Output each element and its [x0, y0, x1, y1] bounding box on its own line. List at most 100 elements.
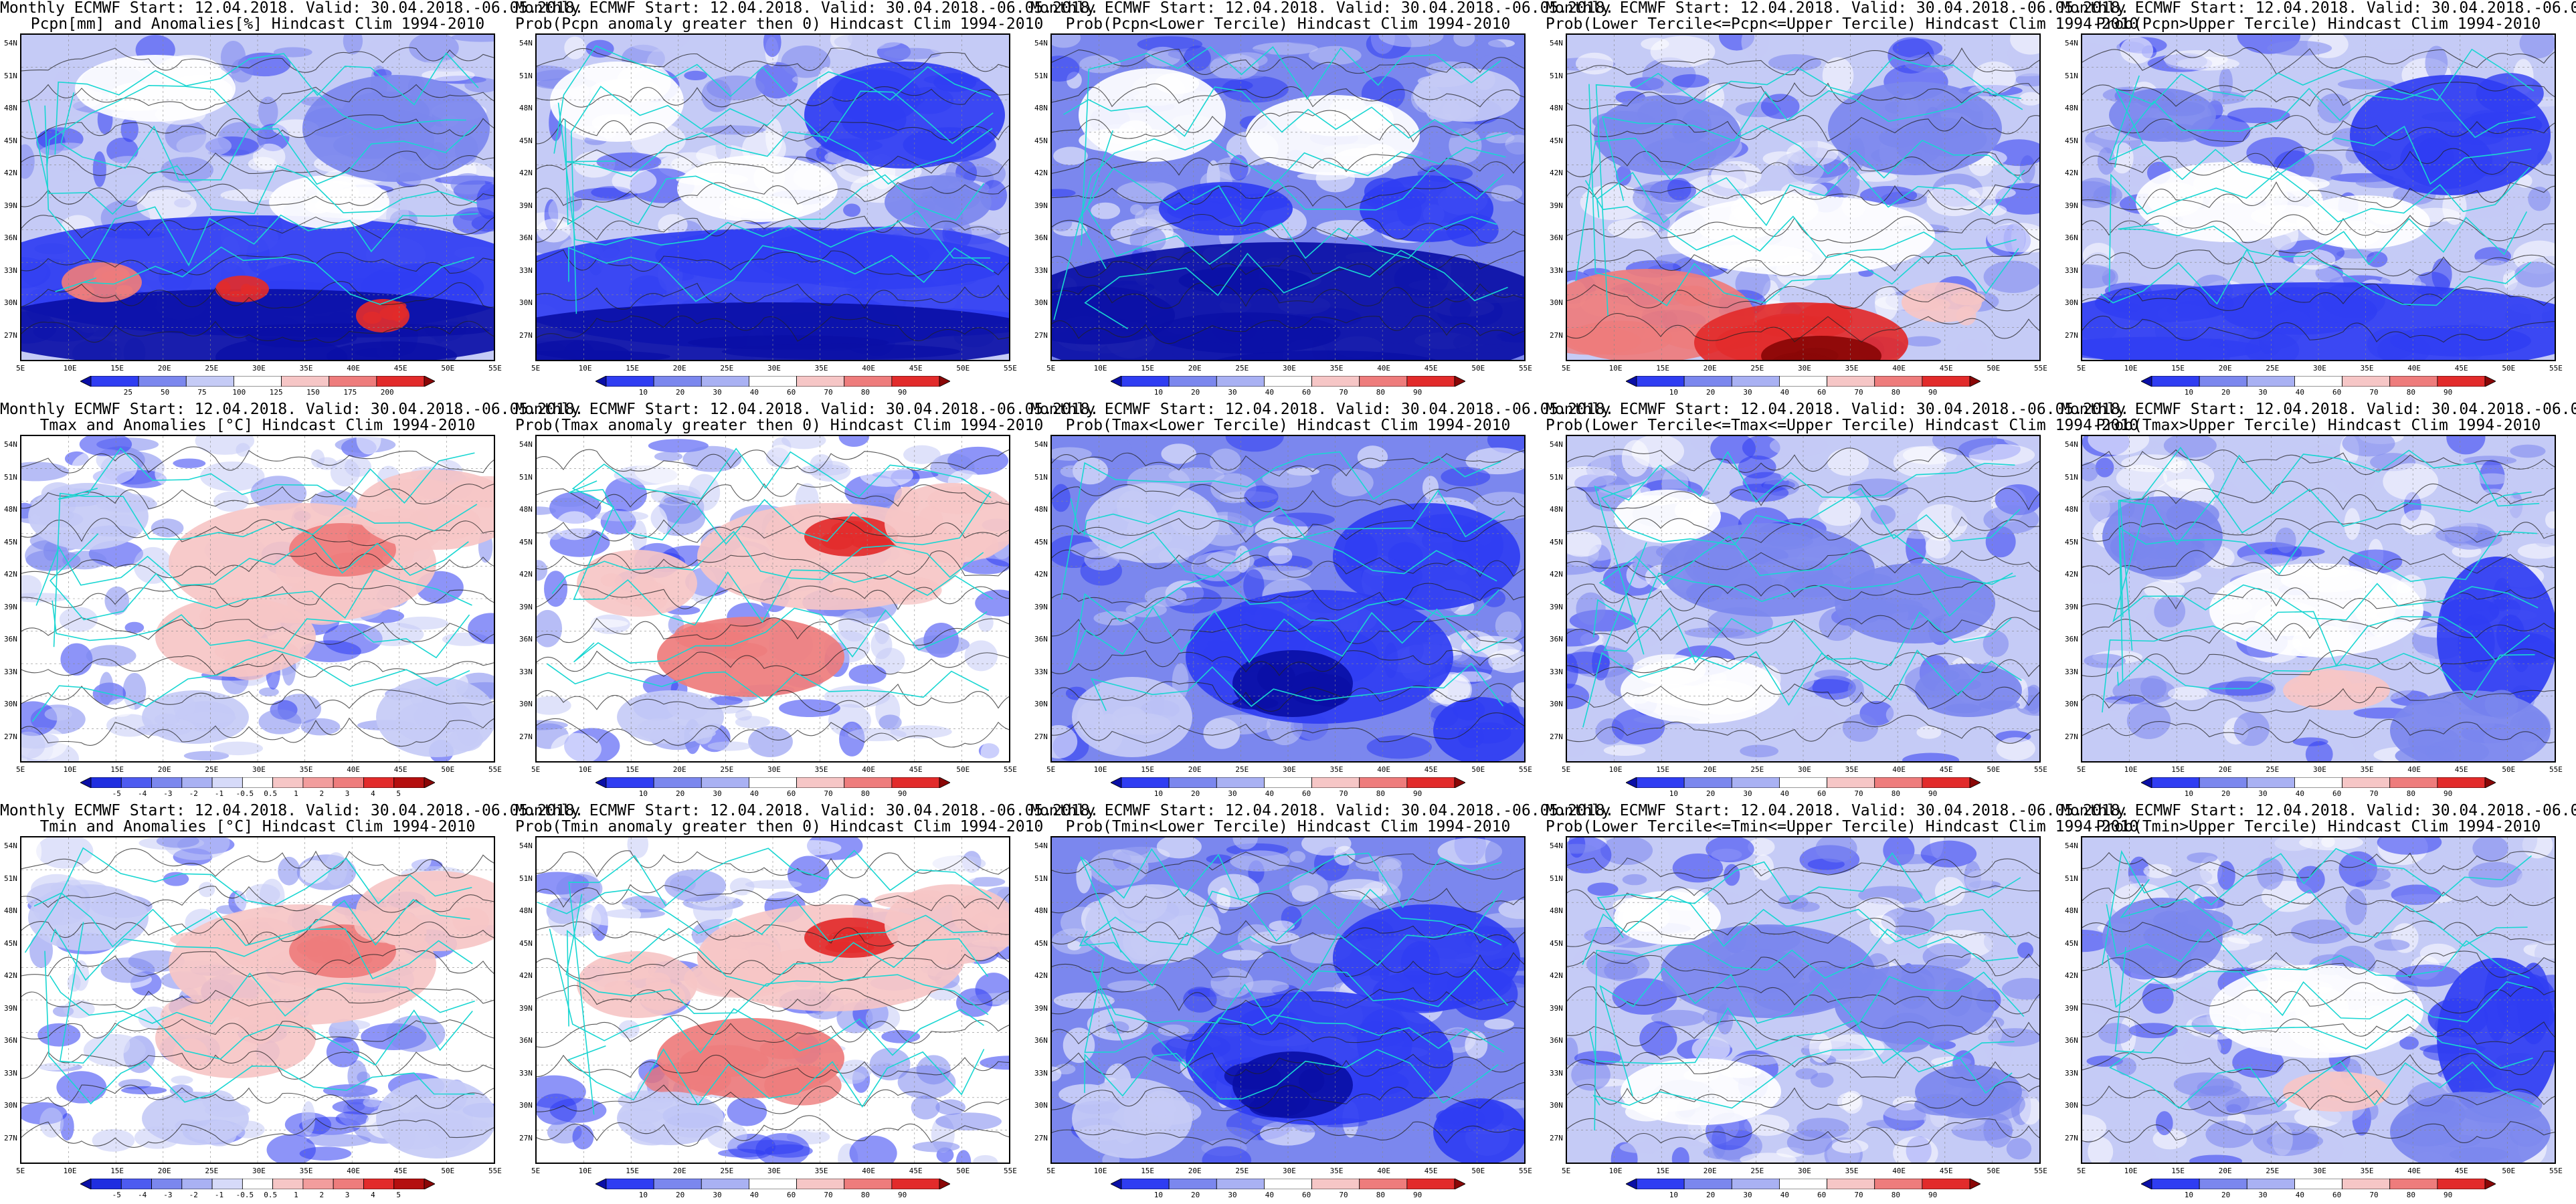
- lon-tick-label: 55E: [488, 765, 502, 774]
- map-plot: [1050, 435, 1526, 763]
- lat-tick-label: 42N: [2065, 971, 2078, 980]
- lat-tick-label: 39N: [4, 602, 17, 611]
- forecast-panel: Monthly ECMWF Start: 12.04.2018. Valid: …: [1546, 803, 2139, 1204]
- lat-tick-label: 33N: [4, 266, 17, 275]
- lat-tick-label: 39N: [2065, 602, 2078, 611]
- map-field: [537, 35, 1009, 360]
- lat-tick-label: 27N: [1550, 330, 1563, 340]
- lon-tick-label: 55E: [2549, 765, 2563, 774]
- panel-title-line2: Tmax and Anomalies [°C] Hindcast Clim 19…: [39, 417, 476, 434]
- lon-tick-label: 30E: [2313, 1167, 2326, 1175]
- colorbar-tick-label: -4: [137, 789, 147, 798]
- lat-tick-label: 42N: [4, 570, 17, 579]
- lon-tick-label: 35E: [299, 1167, 313, 1175]
- colorbar: [1626, 1179, 1981, 1189]
- panel-title-line1: Monthly ECMWF Start: 12.04.2018. Valid: …: [1030, 802, 1615, 819]
- lon-tick-label: 50E: [1987, 364, 2001, 373]
- lon-tick-label: 15E: [1141, 364, 1155, 373]
- colorbar-tick-label: 90: [2444, 789, 2453, 798]
- lat-tick-label: 39N: [2065, 1003, 2078, 1013]
- lat-tick-label: 51N: [1034, 472, 1048, 482]
- lon-tick-label: 50E: [2502, 1167, 2516, 1175]
- lon-tick-label: 5E: [1562, 1167, 1571, 1175]
- colorbar-tick-label: 60: [787, 1191, 796, 1199]
- colorbar-tick-label: 80: [2406, 789, 2415, 798]
- map-plot: [2081, 435, 2556, 763]
- lat-tick-label: 30N: [519, 700, 533, 708]
- lon-tick-label: 45E: [909, 364, 923, 373]
- lon-tick-label: 40E: [862, 1167, 876, 1175]
- lat-tick-label: 48N: [1550, 104, 1563, 112]
- lat-tick-label: 51N: [519, 71, 533, 80]
- colorbar-tick-label: 30: [713, 388, 722, 397]
- lon-tick-label: 20E: [1703, 765, 1717, 774]
- colorbar-tick-label: 60: [1302, 789, 1311, 798]
- lon-tick-label: 35E: [1845, 765, 1859, 774]
- colorbar-tick-label: 1: [294, 789, 298, 798]
- lon-tick-label: 35E: [814, 364, 828, 373]
- lon-tick-label: 50E: [1987, 765, 2001, 774]
- panel-title-line1: Monthly ECMWF Start: 12.04.2018. Valid: …: [515, 401, 1099, 418]
- map-field: [537, 436, 1009, 761]
- lon-tick-label: 35E: [814, 765, 828, 774]
- panel-title-line2: Prob(Lower Tercile<=Tmin<=Upper Tercile)…: [1546, 818, 2139, 835]
- lon-tick-label: 10E: [63, 765, 77, 774]
- lon-tick-label: 35E: [299, 765, 313, 774]
- colorbar-tick-label: 20: [1706, 1191, 1716, 1199]
- colorbar-tick-label: 60: [2332, 388, 2342, 397]
- colorbar-tick-label: 3: [345, 1191, 350, 1199]
- map-field: [1052, 436, 1524, 761]
- lon-tick-label: 15E: [1141, 1167, 1155, 1175]
- map-plot: [1566, 33, 2041, 361]
- map-field: [2082, 35, 2555, 360]
- map-field: [2082, 436, 2555, 761]
- lon-tick-label: 35E: [299, 364, 313, 373]
- lon-tick-label: 40E: [2407, 1167, 2421, 1175]
- colorbar-tick-label: -2: [189, 1191, 198, 1199]
- lat-tick-label: 33N: [519, 1068, 533, 1078]
- lon-tick-label: 20E: [157, 765, 171, 774]
- colorbar-tick-label: 10: [1669, 1191, 1678, 1199]
- colorbar-tick-label: 30: [1228, 1191, 1237, 1199]
- panel-title-line1: Monthly ECMWF Start: 12.04.2018. Valid: …: [515, 802, 1099, 819]
- lat-tick-label: 27N: [519, 732, 533, 741]
- colorbar-tick-label: 10: [638, 789, 648, 798]
- lat-tick-label: 45N: [1034, 537, 1048, 546]
- lat-tick-label: 27N: [2065, 1133, 2078, 1142]
- lat-tick-label: 36N: [1550, 233, 1563, 242]
- lon-tick-label: 45E: [2454, 1167, 2468, 1175]
- colorbar-tick-label: 200: [380, 388, 394, 397]
- lat-tick-label: 48N: [1034, 104, 1048, 112]
- colorbar-tick-label: 90: [898, 388, 907, 397]
- lat-tick-label: 39N: [519, 1003, 533, 1013]
- lat-tick-label: 48N: [4, 104, 17, 112]
- lon-tick-label: 40E: [1892, 1167, 1906, 1175]
- colorbar-tick-label: 150: [306, 388, 320, 397]
- lat-tick-label: 27N: [2065, 732, 2078, 741]
- colorbar-tick-label: 90: [1928, 789, 1938, 798]
- lon-tick-label: 55E: [1004, 364, 1017, 373]
- lat-tick-label: 48N: [1034, 906, 1048, 915]
- colorbar-tick-label: 10: [638, 1191, 648, 1199]
- panel-title-line1: Monthly ECMWF Start: 12.04.2018. Valid: …: [515, 0, 1099, 17]
- lon-tick-label: 45E: [1939, 765, 1953, 774]
- colorbar-tick-label: 20: [1191, 789, 1200, 798]
- lon-tick-label: 30E: [767, 1167, 781, 1175]
- colorbar-tick-label: -5: [112, 1191, 121, 1199]
- colorbar-tick-label: 0.5: [264, 1191, 278, 1199]
- lon-tick-label: 5E: [16, 364, 25, 373]
- lat-tick-label: 42N: [519, 169, 533, 177]
- lat-tick-label: 54N: [1550, 841, 1563, 850]
- forecast-panel: Monthly ECMWF Start: 12.04.2018. Valid: …: [1030, 401, 1614, 803]
- lat-tick-label: 39N: [519, 602, 533, 611]
- lon-tick-label: 5E: [531, 364, 541, 373]
- colorbar-tick-label: 40: [749, 388, 759, 397]
- colorbar-tick-label: 80: [2406, 1191, 2415, 1199]
- lat-tick-label: 54N: [1550, 39, 1563, 47]
- colorbar-tick-label: 10: [1669, 789, 1678, 798]
- colorbar-tick-label: 20: [676, 1191, 685, 1199]
- colorbar-tick-label: 5: [396, 1191, 401, 1199]
- lon-tick-label: 25E: [1235, 765, 1249, 774]
- colorbar-tick-label: 125: [269, 388, 283, 397]
- lon-tick-label: 30E: [252, 765, 266, 774]
